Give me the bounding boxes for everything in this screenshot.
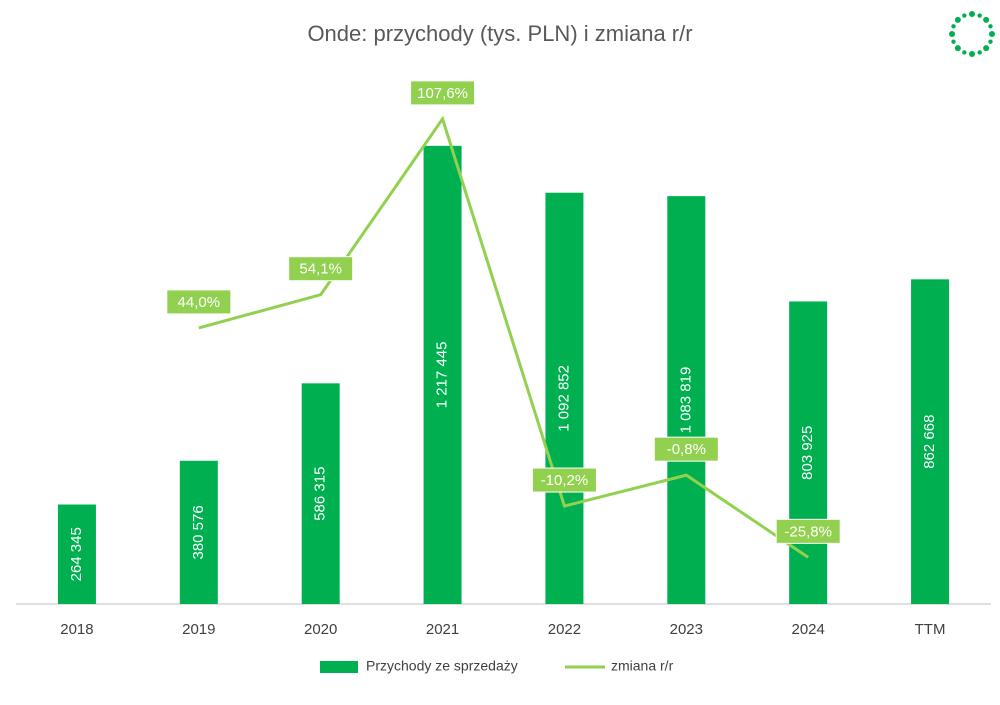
x-tick-label: 2018 — [60, 621, 93, 638]
value-label-box — [166, 289, 232, 315]
x-tick-label: 2021 — [426, 621, 459, 638]
value-label-box — [653, 436, 719, 462]
bar — [545, 192, 584, 604]
logo-dot — [951, 24, 956, 29]
logo-dot — [951, 39, 956, 44]
logo-dot — [954, 16, 961, 23]
line — [198, 115, 810, 559]
bar-value-label: 264 345 — [68, 527, 85, 581]
x-tick-label: 2020 — [304, 621, 337, 638]
logo-dot — [977, 13, 982, 18]
line-value-label: 44,0% — [178, 294, 221, 311]
bar-value-label: 380 576 — [190, 505, 207, 559]
x-tick-label: 2024 — [792, 621, 825, 638]
line-value-label: 54,1% — [299, 261, 342, 278]
value-label-box — [531, 467, 597, 493]
bar — [179, 460, 218, 604]
logo-dot — [988, 24, 993, 29]
bar — [301, 383, 340, 604]
logo-dot — [954, 45, 961, 52]
logo-dot — [969, 51, 975, 57]
logo-dot — [983, 16, 990, 23]
logo-dot — [962, 50, 967, 55]
bar — [667, 196, 706, 604]
bar-value-label: 862 668 — [921, 415, 938, 469]
bar-value-label: 1 092 852 — [555, 365, 572, 432]
logo-dot — [962, 13, 967, 18]
bar — [911, 279, 950, 604]
bar-value-label: 1 083 819 — [677, 367, 694, 434]
logo-dot — [969, 11, 975, 17]
bar-value-label: 586 315 — [312, 467, 329, 521]
value-label-box — [288, 256, 354, 282]
legend-swatch — [320, 661, 358, 673]
logo-dot — [983, 45, 990, 52]
line-value-label: -0,8% — [667, 441, 706, 458]
bar — [57, 504, 96, 604]
legend-label: Przychody ze sprzedaży — [366, 658, 518, 674]
logo-dot — [949, 31, 955, 37]
chart-title: Onde: przychody (tys. PLN) i zmiana r/r — [307, 21, 692, 46]
bar-value-label: 1 217 445 — [434, 342, 451, 409]
logo — [949, 11, 995, 57]
value-label-box — [410, 80, 476, 106]
line-value-label: 107,6% — [417, 85, 468, 102]
bar — [789, 301, 828, 604]
value-label-box — [775, 518, 841, 544]
x-tick-label: 2019 — [182, 621, 215, 638]
line-value-label: -25,8% — [784, 523, 832, 540]
x-tick-label: 2022 — [548, 621, 581, 638]
logo-dot — [989, 31, 995, 37]
logo-dot — [988, 39, 993, 44]
x-tick-label: 2023 — [670, 621, 703, 638]
x-tick-label: TTM — [915, 621, 946, 638]
legend-label: zmiana r/r — [611, 658, 674, 674]
logo-dot — [977, 50, 982, 55]
line-value-label: -10,2% — [541, 472, 589, 489]
bar-value-label: 803 925 — [799, 426, 816, 480]
bar — [423, 145, 462, 604]
